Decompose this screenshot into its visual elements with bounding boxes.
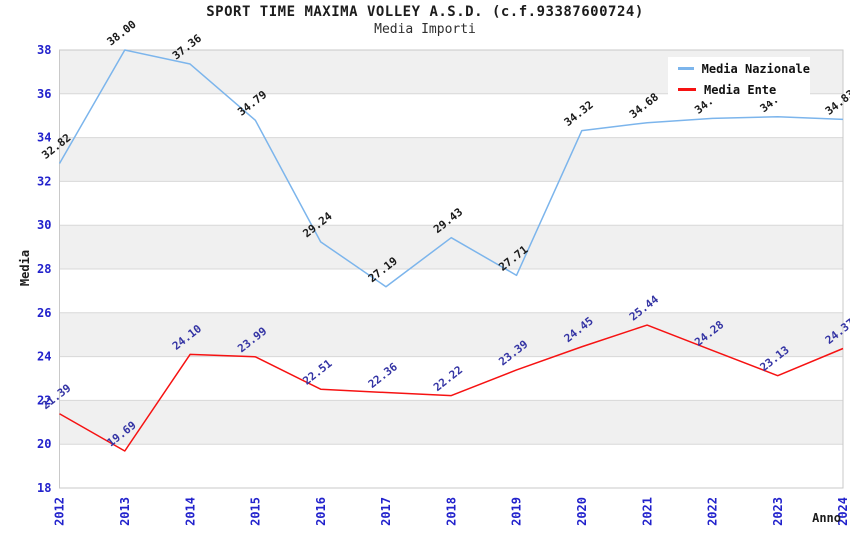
series-line-nazionale (58, 49, 844, 288)
x-tick-label: 2019 (510, 497, 524, 526)
y-tick-label: 20 (37, 437, 51, 451)
x-tick-label: 2012 (53, 497, 67, 526)
y-tick-label: 38 (37, 43, 51, 57)
x-tick-label: 2018 (444, 497, 458, 526)
data-label: 38.00 (105, 18, 139, 49)
legend-swatch-media-nazionale (678, 67, 694, 70)
series-line-ente (59, 324, 844, 452)
y-tick-label: 26 (37, 306, 51, 320)
x-tick-label: 2022 (706, 497, 720, 526)
x-tick-label: 2014 (183, 497, 197, 526)
x-tick-label: 2024 (836, 497, 850, 526)
chart-subtitle: Media Importi (374, 22, 476, 37)
y-tick-label: 22 (37, 393, 51, 407)
chart-legend: Media Nazionale Media Ente (668, 57, 810, 101)
plot-border (59, 49, 844, 489)
y-tick-label: 30 (37, 218, 51, 232)
legend-label-media-nazionale: Media Nazionale (701, 61, 810, 76)
x-tick-label: 2023 (771, 497, 785, 526)
x-tick-label: 2020 (575, 497, 589, 526)
x-axis-title: Anno (812, 511, 841, 525)
x-tick-label: 2015 (249, 497, 263, 526)
grid-band (59, 225, 843, 269)
data-label: 34.68 (627, 90, 661, 121)
data-label: 22.51 (301, 357, 335, 388)
x-tick-label: 2016 (314, 497, 328, 526)
y-tick-label: 36 (37, 87, 51, 101)
page-title: SPORT TIME MAXIMA VOLLEY A.S.D. (c.f.933… (206, 4, 644, 20)
y-tick-label: 28 (37, 262, 51, 276)
legend-item-media-nazionale: Media Nazionale (678, 62, 810, 76)
data-label: 34.32 (562, 98, 596, 129)
grid-band (59, 400, 843, 445)
grid-band (59, 137, 843, 182)
y-tick-label: 18 (37, 481, 51, 495)
data-label: 22.22 (431, 363, 465, 394)
data-label: 22.36 (366, 360, 400, 391)
y-tick-label: 34 (37, 131, 51, 145)
legend-label-media-ente: Media Ente (704, 82, 777, 97)
x-tick-label: 2013 (118, 497, 132, 526)
y-tick-label: 32 (37, 174, 51, 188)
y-tick-label: 24 (37, 350, 51, 364)
y-axis-title: Media (18, 250, 32, 286)
x-tick-label: 2021 (640, 497, 654, 526)
legend-swatch-media-ente (678, 88, 696, 91)
grid-band (59, 312, 843, 357)
x-tick-label: 2017 (379, 497, 393, 526)
legend-item-media-ente: Media Ente (678, 83, 810, 97)
